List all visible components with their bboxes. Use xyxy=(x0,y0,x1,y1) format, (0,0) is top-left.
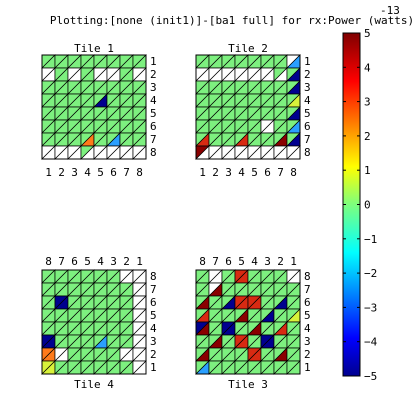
tile-title: Tile 4 xyxy=(74,378,114,391)
col-label: 2 xyxy=(277,255,284,268)
col-label: 5 xyxy=(251,166,258,179)
col-label: 6 xyxy=(225,255,232,268)
colorbar-tick-label: −5 xyxy=(364,370,377,383)
row-label: 5 xyxy=(150,309,157,322)
col-label: 1 xyxy=(45,166,52,179)
col-label: 7 xyxy=(277,166,284,179)
row-label: 4 xyxy=(150,322,157,335)
row-label: 5 xyxy=(150,107,157,120)
row-label: 6 xyxy=(304,296,311,309)
tile-title: Tile 1 xyxy=(74,42,114,55)
row-label: 1 xyxy=(304,361,311,374)
row-label: 8 xyxy=(150,270,157,283)
row-label: 7 xyxy=(150,133,157,146)
row-label: 6 xyxy=(150,120,157,133)
colorbar-tick-label: 5 xyxy=(364,27,371,40)
colorbar-exponent: -13 xyxy=(380,4,400,17)
row-label: 7 xyxy=(304,283,311,296)
col-label: 5 xyxy=(84,255,91,268)
col-label: 2 xyxy=(58,166,65,179)
colorbar-tick-label: 0 xyxy=(364,199,371,212)
row-label: 4 xyxy=(304,94,311,107)
row-label: 8 xyxy=(304,146,311,159)
colorbar-tick-label: 4 xyxy=(364,61,371,74)
row-label: 2 xyxy=(150,68,157,81)
tile-frame xyxy=(195,54,301,160)
chart-title: Plotting:[none (init1)]-[ba1 full] for r… xyxy=(50,14,414,27)
tile-frame xyxy=(41,269,147,375)
col-label: 4 xyxy=(97,255,104,268)
col-label: 7 xyxy=(58,255,65,268)
col-label: 6 xyxy=(110,166,117,179)
col-label: 3 xyxy=(110,255,117,268)
row-label: 5 xyxy=(304,107,311,120)
col-label: 1 xyxy=(136,255,143,268)
tile-frame xyxy=(41,54,147,160)
row-label: 3 xyxy=(304,335,311,348)
row-label: 3 xyxy=(150,335,157,348)
row-label: 2 xyxy=(304,68,311,81)
col-label: 2 xyxy=(212,166,219,179)
colorbar-tick-label: 2 xyxy=(364,130,371,143)
row-label: 1 xyxy=(150,55,157,68)
col-label: 1 xyxy=(199,166,206,179)
col-label: 2 xyxy=(123,255,130,268)
row-label: 2 xyxy=(304,348,311,361)
row-label: 3 xyxy=(150,81,157,94)
row-label: 4 xyxy=(150,94,157,107)
col-label: 4 xyxy=(84,166,91,179)
row-label: 8 xyxy=(150,146,157,159)
col-label: 1 xyxy=(290,255,297,268)
tile-title: Tile 2 xyxy=(228,42,268,55)
col-label: 3 xyxy=(264,255,271,268)
col-label: 3 xyxy=(71,166,78,179)
col-label: 8 xyxy=(199,255,206,268)
col-label: 5 xyxy=(97,166,104,179)
col-label: 7 xyxy=(212,255,219,268)
col-label: 4 xyxy=(251,255,258,268)
col-label: 5 xyxy=(238,255,245,268)
colorbar: 5 4 3 2 1 0 −1 −2 −3 −4 −5 -13 xyxy=(342,4,400,383)
colorbar-tick-label: −1 xyxy=(364,233,377,246)
colorbar-tick-label: 3 xyxy=(364,96,371,109)
colorbar-tick-label: −3 xyxy=(364,301,377,314)
row-label: 8 xyxy=(304,270,311,283)
col-label: 7 xyxy=(123,166,130,179)
row-label: 1 xyxy=(304,55,311,68)
row-label: 4 xyxy=(304,322,311,335)
colorbar-tick-label: −2 xyxy=(364,267,377,280)
tile-title: Tile 3 xyxy=(228,378,268,391)
col-label: 6 xyxy=(264,166,271,179)
row-label: 5 xyxy=(304,309,311,322)
row-label: 3 xyxy=(304,81,311,94)
col-label: 8 xyxy=(290,166,297,179)
col-label: 4 xyxy=(238,166,245,179)
row-label: 7 xyxy=(150,283,157,296)
row-label: 1 xyxy=(150,361,157,374)
row-label: 6 xyxy=(304,120,311,133)
col-label: 8 xyxy=(45,255,52,268)
row-label: 7 xyxy=(304,133,311,146)
row-label: 2 xyxy=(150,348,157,361)
colorbar-tick-label: 1 xyxy=(364,164,371,177)
col-label: 6 xyxy=(71,255,78,268)
colorbar-tick-label: −4 xyxy=(364,336,378,349)
col-label: 3 xyxy=(225,166,232,179)
tile-frame xyxy=(195,269,301,375)
col-label: 8 xyxy=(136,166,143,179)
row-label: 6 xyxy=(150,296,157,309)
